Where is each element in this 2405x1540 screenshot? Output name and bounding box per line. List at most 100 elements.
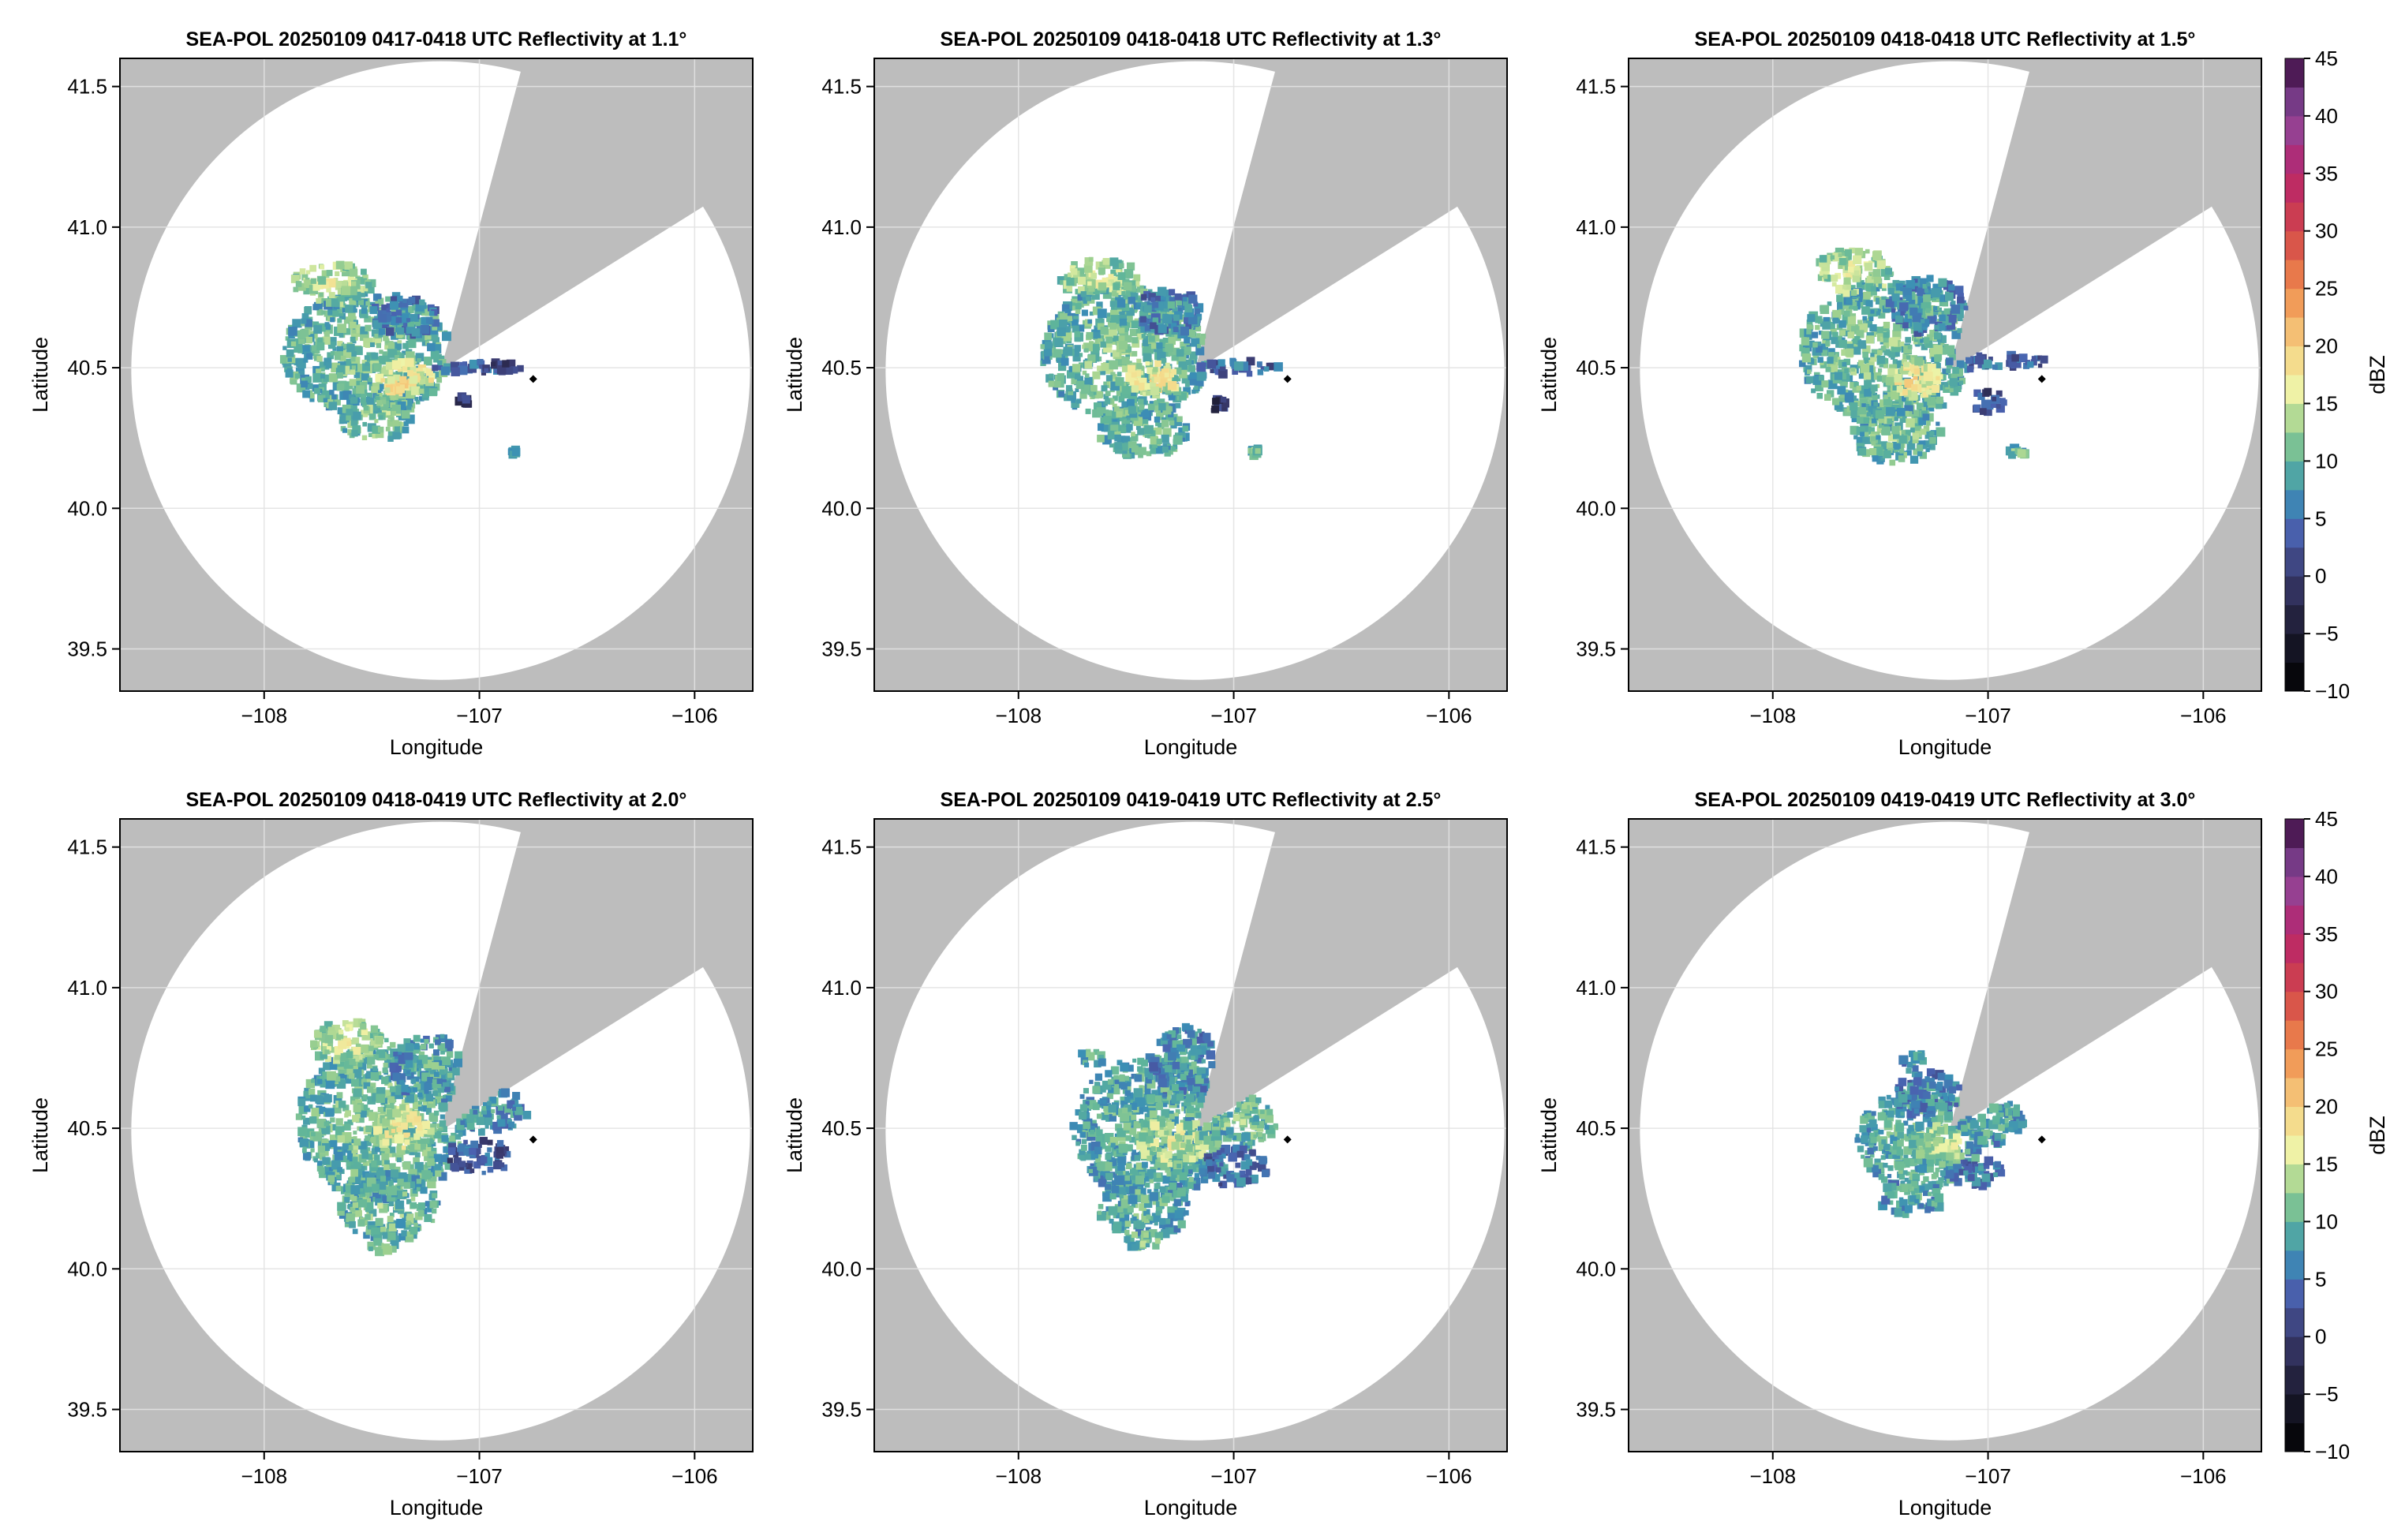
echo-pixel [334, 351, 344, 361]
echo-pixel [321, 310, 326, 315]
echo-pixel [1127, 364, 1135, 373]
echo-pixel [1162, 406, 1172, 415]
echo-pixel [319, 361, 326, 368]
echo-pixel [406, 1231, 413, 1237]
echo-pixel [1126, 424, 1133, 431]
echo-pixel [389, 1062, 399, 1072]
echo-pixel [1081, 309, 1088, 316]
echo-pixel [1217, 359, 1225, 367]
echo-pixel [395, 1059, 399, 1064]
echo-pixel [1893, 373, 1902, 383]
echo-pixel [371, 386, 379, 394]
colorbar-tick-label: 30 [2315, 219, 2338, 243]
echo-pixel [1888, 337, 1898, 347]
echo-pixel [386, 1228, 391, 1233]
echo-pixel [374, 338, 382, 346]
echo-pixel [1102, 290, 1112, 299]
echo-pixel [391, 327, 398, 333]
echo-pixel [1153, 401, 1158, 406]
echo-pixel [368, 1247, 373, 1251]
echo-pixel [320, 1082, 326, 1088]
echo-pixel [1898, 401, 1903, 406]
echo-pixel [362, 363, 371, 372]
echo-pixel [347, 311, 356, 320]
echo-pixel [1886, 407, 1895, 417]
echo-pixel [1948, 284, 1955, 291]
echo-pixel [1903, 361, 1909, 368]
echo-pixel [1832, 331, 1838, 338]
echo-pixel [310, 278, 316, 284]
echo-pixel [374, 334, 379, 338]
echo-pixel [1150, 436, 1159, 445]
echo-pixel [1885, 267, 1893, 275]
echo-pixel [1838, 308, 1845, 315]
echo-pixel [383, 401, 390, 408]
echo-pixel [414, 308, 422, 316]
echo-pixel [312, 321, 320, 327]
echo-pixel [357, 286, 365, 293]
echo-pixel [1158, 316, 1165, 323]
echo-pixel [1835, 247, 1844, 257]
echo-pixel [1866, 412, 1872, 417]
echo-pixel [458, 1143, 467, 1152]
echo-pixel [329, 1123, 337, 1131]
echo-pixel [482, 1110, 492, 1119]
echo-pixel [1879, 441, 1888, 450]
echo-pixel [1883, 321, 1891, 329]
echo-region [337, 396, 415, 443]
echo-pixel [1916, 444, 1924, 451]
echo-pixel [1858, 360, 1865, 366]
echo-pixel [324, 357, 332, 366]
echo-pixel [417, 1209, 425, 1217]
echo-pixel [351, 430, 358, 437]
echo-pixel [349, 1073, 355, 1079]
echo-pixel [386, 323, 393, 329]
echo-pixel [1128, 352, 1133, 357]
echo-pixel [446, 1051, 454, 1058]
echo-pixel [437, 1136, 444, 1143]
echo-pixel [1924, 440, 1932, 448]
echo-pixel [399, 1073, 406, 1079]
echo-pixel [1864, 263, 1873, 271]
echo-pixel [337, 1202, 346, 1211]
echo-pixel [1195, 378, 1204, 387]
echo-pixel [487, 1147, 492, 1153]
echo-pixel [381, 1076, 389, 1084]
echo-pixel [395, 1116, 402, 1123]
echo-pixel [1092, 306, 1102, 316]
echo-pixel [408, 339, 417, 349]
echo-pixel [477, 358, 484, 366]
echo-pixel [473, 1161, 481, 1169]
echo-pixel [338, 296, 344, 302]
echo-pixel [1112, 395, 1118, 402]
echo-pixel [395, 384, 405, 394]
echo-pixel [394, 426, 400, 432]
echo-pixel [494, 1157, 500, 1163]
echo-pixel [1220, 398, 1230, 408]
echo-pixel [396, 303, 402, 308]
echo-pixel [1988, 356, 1993, 361]
echo-pixel [395, 331, 403, 338]
plot-area [120, 58, 753, 691]
echo-pixel [320, 374, 325, 379]
echo-pixel [1885, 299, 1894, 308]
echo-pixel [302, 390, 311, 398]
x-tick-label: −108 [995, 704, 1042, 727]
echo-pixel [1818, 331, 1823, 335]
echo-pixel [365, 282, 372, 289]
echo-pixel [463, 1139, 468, 1145]
echo-pixel [327, 1071, 336, 1081]
echo-pixel [350, 316, 357, 322]
echo-pixel [1850, 425, 1859, 435]
y-tick-label: 40.5 [67, 356, 107, 379]
y-axis-label: Latitude [783, 337, 806, 413]
echo-pixel [1143, 353, 1152, 362]
echo-pixel [384, 345, 389, 350]
echo-pixel [314, 1051, 324, 1061]
echo-pixel [1923, 337, 1930, 344]
colorbar-segment [2285, 489, 2304, 519]
echo-pixel [1926, 389, 1932, 395]
colorbar-segment [2285, 346, 2304, 376]
echo-pixel [405, 357, 414, 368]
